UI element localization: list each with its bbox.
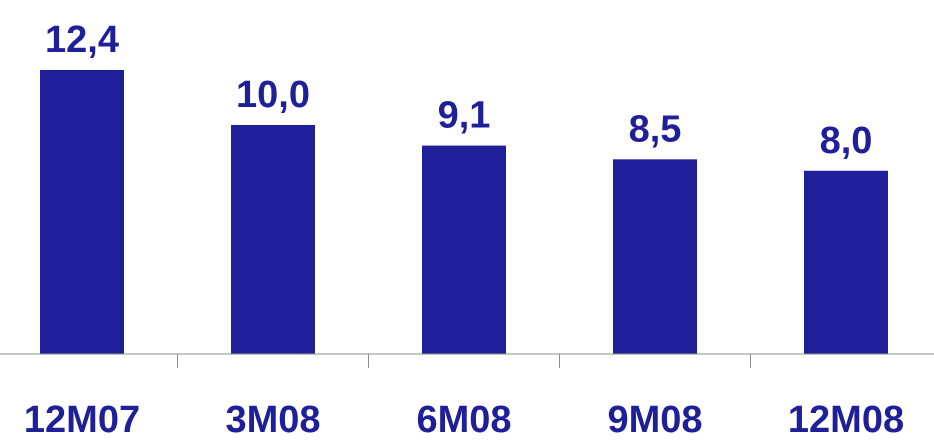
x-axis-ticks — [177, 354, 751, 368]
category-label-12m08: 12M08 — [788, 399, 904, 441]
bar-9m08 — [613, 159, 697, 354]
category-label-6m08: 6M08 — [416, 399, 511, 441]
bar-6m08 — [422, 145, 506, 354]
value-label-6m08: 9,1 — [438, 95, 491, 137]
category-label-12m07: 12M07 — [24, 399, 140, 441]
bar-3m08 — [231, 124, 315, 354]
value-labels-group: 12,4 10,0 9,1 8,5 8,0 — [45, 19, 872, 162]
category-label-3m08: 3M08 — [225, 399, 320, 441]
bar-12m08 — [804, 170, 888, 354]
category-label-9m08: 9M08 — [607, 399, 702, 441]
value-label-12m08: 8,0 — [820, 120, 873, 162]
value-label-9m08: 8,5 — [629, 108, 682, 150]
value-label-3m08: 10,0 — [236, 74, 310, 116]
bars-group — [40, 70, 888, 354]
value-label-12m07: 12,4 — [45, 19, 119, 61]
bar-12m07 — [40, 70, 124, 354]
category-labels-group: 12M07 3M08 6M08 9M08 12M08 — [24, 399, 904, 441]
